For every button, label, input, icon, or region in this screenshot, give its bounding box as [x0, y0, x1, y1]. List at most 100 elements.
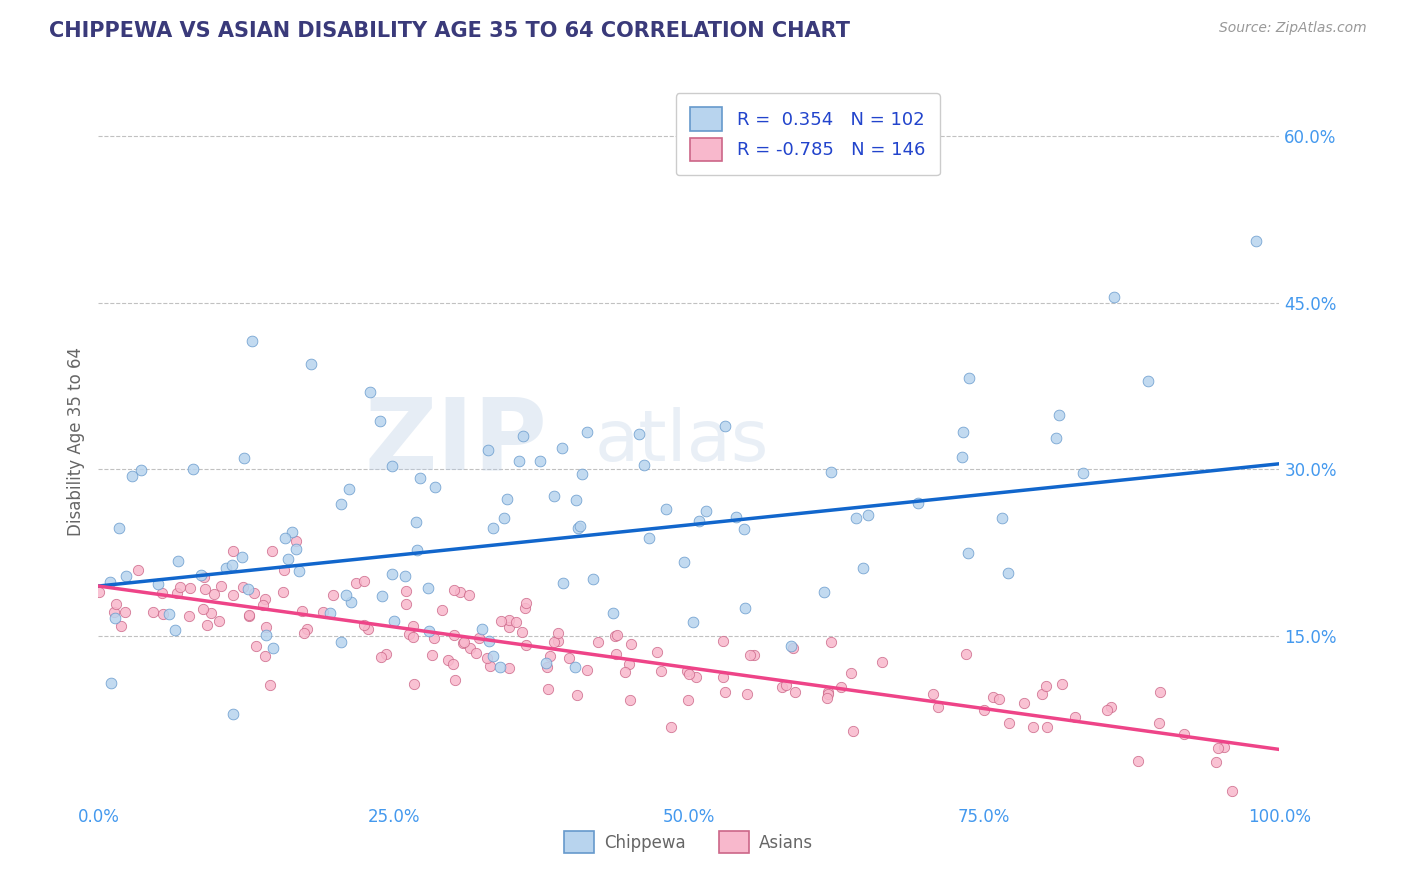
Point: [952, 425, 974, 439]
Point: [957, 546, 980, 560]
Point: [110, 619, 132, 633]
Point: [381, 567, 404, 582]
Point: [290, 604, 312, 618]
Point: [605, 648, 627, 662]
Point: [167, 554, 190, 568]
Point: [254, 628, 277, 642]
Point: [529, 454, 551, 468]
Point: [820, 465, 842, 479]
Point: [714, 419, 737, 434]
Point: [222, 544, 245, 558]
Point: [236, 582, 259, 596]
Point: [221, 558, 243, 572]
Point: [1206, 741, 1229, 756]
Point: [353, 617, 375, 632]
Point: [498, 620, 520, 634]
Point: [678, 667, 700, 681]
Point: [841, 666, 863, 681]
Point: [98, 574, 121, 589]
Point: [1097, 703, 1119, 717]
Point: [922, 687, 945, 701]
Point: [285, 533, 308, 548]
Point: [340, 595, 363, 609]
Point: [817, 684, 839, 698]
Point: [179, 609, 201, 624]
Point: [841, 724, 863, 739]
Legend: Chippewa, Asians: Chippewa, Asians: [558, 825, 820, 860]
Point: [575, 663, 598, 677]
Point: [245, 639, 267, 653]
Point: [114, 605, 136, 619]
Point: [606, 628, 628, 642]
Point: [194, 582, 217, 597]
Point: [191, 601, 214, 615]
Point: [515, 596, 537, 610]
Point: [437, 653, 460, 667]
Point: [779, 639, 801, 653]
Point: [222, 706, 245, 721]
Point: [441, 657, 464, 671]
Point: [108, 521, 131, 535]
Point: [465, 646, 488, 660]
Point: [157, 607, 180, 621]
Point: [742, 123, 765, 137]
Point: [565, 688, 588, 702]
Point: [271, 585, 294, 599]
Point: [734, 601, 756, 615]
Point: [418, 624, 440, 639]
Point: [254, 648, 277, 663]
Point: [381, 458, 404, 473]
Point: [104, 611, 127, 625]
Point: [254, 620, 277, 634]
Point: [238, 608, 260, 623]
Point: [950, 450, 973, 464]
Point: [142, 605, 165, 619]
Point: [280, 524, 302, 539]
Point: [1220, 784, 1243, 798]
Point: [613, 665, 636, 680]
Point: [973, 703, 995, 717]
Point: [443, 582, 465, 597]
Point: [547, 626, 569, 640]
Point: [557, 650, 579, 665]
Point: [543, 634, 565, 648]
Point: [537, 682, 560, 697]
Point: [330, 634, 353, 648]
Point: [564, 493, 586, 508]
Point: [335, 588, 357, 602]
Point: [852, 560, 875, 574]
Point: [163, 623, 186, 637]
Point: [232, 580, 254, 594]
Point: [353, 574, 375, 589]
Point: [202, 587, 225, 601]
Point: [200, 606, 222, 620]
Point: [190, 568, 212, 582]
Point: [292, 626, 315, 640]
Point: [1102, 290, 1125, 304]
Point: [475, 651, 498, 665]
Point: [404, 677, 426, 691]
Point: [682, 615, 704, 630]
Point: [193, 570, 215, 584]
Point: [569, 518, 592, 533]
Text: ZIP: ZIP: [364, 393, 547, 490]
Point: [240, 334, 263, 349]
Point: [534, 656, 557, 670]
Point: [103, 605, 125, 619]
Point: [538, 648, 561, 663]
Point: [820, 634, 842, 648]
Point: [382, 614, 405, 628]
Point: [673, 555, 696, 569]
Point: [232, 450, 254, 465]
Point: [495, 492, 517, 507]
Point: [620, 637, 643, 651]
Point: [152, 607, 174, 621]
Point: [1205, 755, 1227, 769]
Point: [633, 458, 655, 472]
Point: [602, 607, 624, 621]
Point: [208, 614, 231, 628]
Point: [845, 511, 868, 525]
Point: [998, 716, 1021, 731]
Point: [1149, 685, 1171, 699]
Point: [420, 648, 443, 662]
